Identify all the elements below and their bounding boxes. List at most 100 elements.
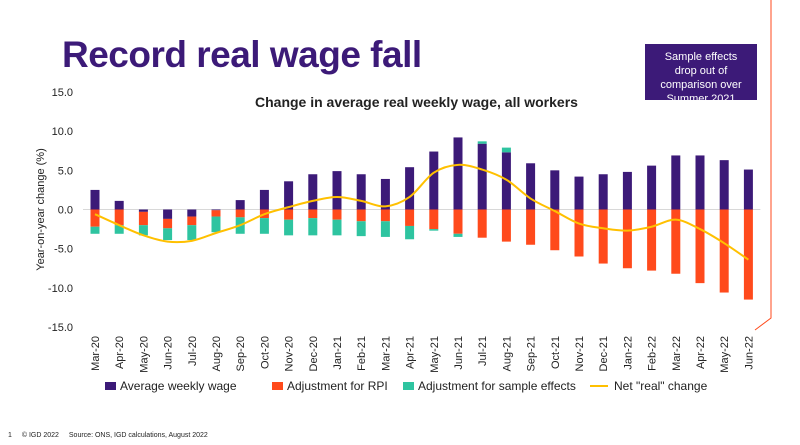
x-tick-label: Feb-22	[647, 336, 659, 371]
rpi-bar	[695, 209, 705, 284]
sample-bar	[284, 219, 294, 236]
callout-box: Sample effects drop out of comparison ov…	[645, 44, 757, 105]
x-tick-label: Oct-21	[550, 336, 562, 369]
wage-bar	[380, 178, 390, 210]
y-tick-label: 10.0	[52, 126, 73, 138]
wage-bar	[405, 167, 415, 210]
net-change-line	[94, 163, 749, 261]
legend-wage-label: Average weekly wage	[120, 379, 237, 393]
rpi-bar	[671, 209, 681, 274]
x-tick-label: Aug-20	[211, 336, 223, 371]
sample-bar	[211, 216, 221, 233]
x-tick-label: Apr-22	[695, 336, 707, 369]
x-tick-label: Feb-21	[356, 336, 368, 371]
wage-bar	[598, 174, 608, 210]
y-tick-label: -5.0	[54, 244, 73, 256]
wage-bar	[647, 165, 657, 210]
y-tick-label: 0.0	[58, 205, 73, 217]
x-tick-label: Nov-20	[284, 336, 296, 371]
legend-rpi-swatch	[272, 382, 283, 390]
y-tick-label: -15.0	[48, 322, 73, 334]
x-tick-label: Jun-20	[163, 336, 175, 370]
sample-bar	[332, 219, 342, 236]
x-tick-label: Jul-20	[187, 336, 199, 366]
wage-bar	[284, 181, 294, 210]
legend-sample-label: Adjustment for sample effects	[418, 379, 576, 393]
wage-bar	[138, 209, 148, 212]
sample-bar	[453, 233, 463, 237]
wage-bar	[719, 160, 729, 210]
rpi-bar	[598, 209, 608, 264]
wage-bar	[743, 169, 753, 210]
y-axis-label: Year-on-year change (%)	[35, 148, 47, 271]
sample-bar	[187, 225, 197, 241]
rpi-bar	[453, 209, 463, 234]
legend-rpi-label: Adjustment for RPI	[287, 379, 388, 393]
sample-bar	[380, 221, 390, 237]
x-tick-label: Mar-22	[671, 336, 683, 371]
x-tick-label: Dec-20	[308, 336, 320, 371]
rpi-bar	[356, 209, 366, 222]
rpi-bar	[308, 209, 318, 219]
rpi-bar	[477, 209, 487, 238]
wage-bar	[235, 200, 245, 210]
wage-bar	[550, 170, 560, 210]
rpi-bar	[647, 209, 657, 271]
callout-line: Sample effects	[664, 51, 738, 63]
wage-bar	[453, 137, 463, 210]
x-tick-label: Oct-20	[259, 336, 271, 369]
page-number: 1	[8, 432, 12, 439]
wage-bar	[356, 174, 366, 210]
rpi-bar	[90, 209, 100, 227]
x-tick-label: Jun-21	[453, 336, 465, 370]
wage-bar	[259, 189, 269, 210]
wage-bar	[477, 143, 487, 210]
sample-bar	[501, 147, 511, 153]
rpi-bar	[380, 209, 390, 222]
rpi-bar	[187, 216, 197, 226]
sample-bar	[356, 221, 366, 237]
wage-bar	[501, 152, 511, 210]
wage-bar	[526, 163, 536, 210]
rpi-bar	[235, 209, 245, 218]
sample-bar	[163, 228, 173, 241]
x-tick-label: Jul-21	[477, 336, 489, 366]
callout-line: comparison over	[660, 79, 742, 91]
rpi-bar	[163, 218, 173, 229]
x-tick-label: Mar-20	[90, 336, 102, 371]
wage-bar	[114, 200, 124, 210]
x-tick-label: Dec-21	[598, 336, 610, 371]
sample-bar	[138, 225, 148, 236]
source-note: Source: ONS, IGD calculations, August 20…	[68, 432, 208, 439]
sample-bar	[90, 226, 100, 234]
wage-bar	[308, 174, 318, 210]
rpi-bar	[719, 209, 729, 293]
copyright: © IGD 2022	[21, 432, 59, 439]
wage-bar	[163, 209, 173, 219]
x-tick-label: Aug-21	[501, 336, 513, 371]
legend-net-label: Net "real" change	[614, 379, 708, 393]
rpi-bar	[526, 209, 536, 245]
page-title: Record real wage fall	[62, 34, 422, 75]
x-tick-label: Jan-22	[622, 336, 634, 370]
x-tick-label: May-20	[138, 336, 150, 373]
rpi-bar	[284, 209, 294, 220]
wage-bar	[90, 189, 100, 210]
callout-line: Summer 2021	[666, 93, 736, 105]
sample-bar	[259, 218, 269, 234]
y-tick-label: -10.0	[48, 283, 73, 295]
wage-bar	[671, 155, 681, 210]
wage-bar	[211, 209, 221, 211]
rpi-bar	[574, 209, 584, 257]
x-tick-label: Jan-21	[332, 336, 344, 370]
chart-title: Change in average real weekly wage, all …	[255, 94, 578, 110]
rpi-bar	[622, 209, 632, 269]
x-tick-label: May-21	[429, 336, 441, 373]
legend-wage-swatch	[105, 382, 116, 390]
wage-bar	[332, 171, 342, 210]
footer: 1 © IGD 2022 Source: ONS, IGD calculatio…	[8, 432, 216, 439]
wage-bar	[429, 151, 439, 210]
x-tick-label: May-22	[719, 336, 731, 373]
x-tick-label: Sep-20	[235, 336, 247, 371]
